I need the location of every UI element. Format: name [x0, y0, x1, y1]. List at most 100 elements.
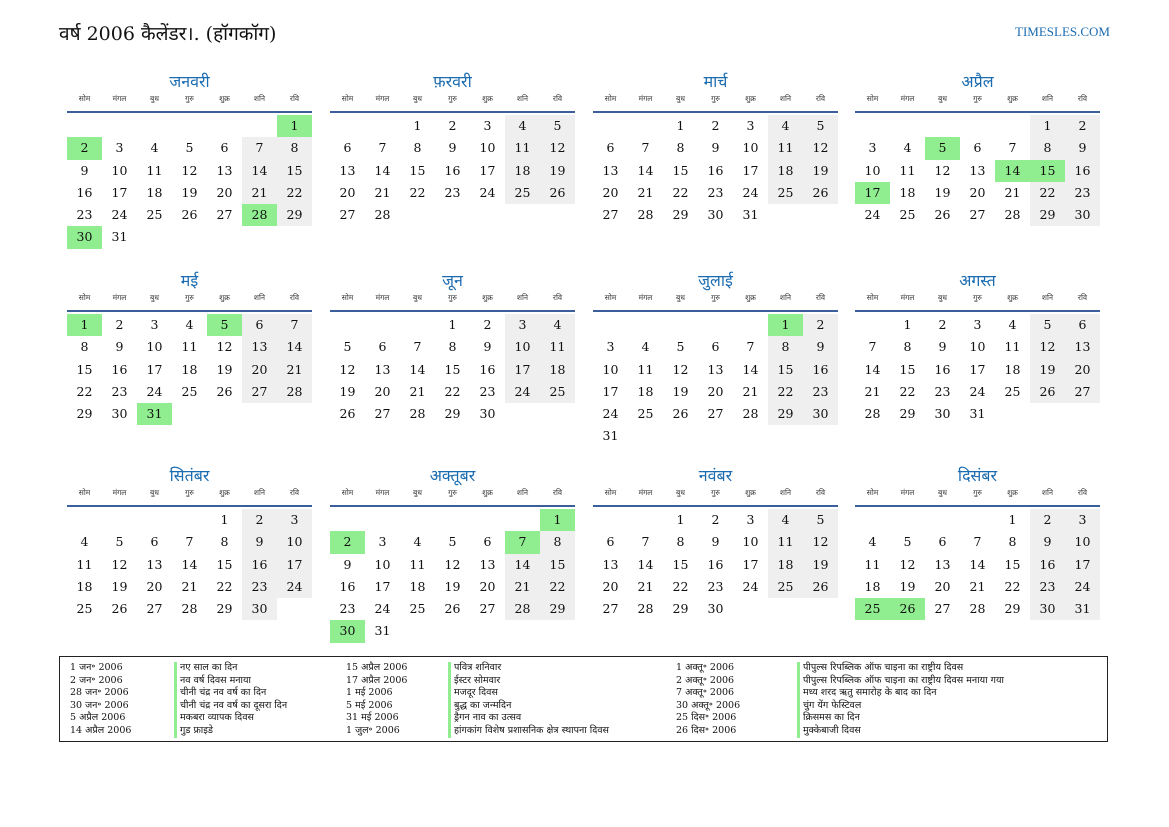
day-cell: 20	[969, 184, 986, 200]
weekday-label: रवि	[552, 94, 563, 103]
day-cell: 3	[868, 140, 877, 156]
day-cell: 23	[1065, 181, 1100, 205]
day-cell: 13	[1065, 336, 1100, 359]
legend-entry: 2 जन॰ 2006	[70, 674, 123, 686]
month-block: दिसंबर सोम मंगल बुध गुरु शुक्र शनि रवि 1 2 3 4 5 6 7 8 9…	[855, 464, 1100, 621]
weekday-label: शुक्र	[482, 94, 493, 103]
day-cell: 29	[216, 601, 233, 617]
day-cell: 29	[768, 403, 803, 426]
brand-link[interactable]: TIMESLES.COM	[1015, 24, 1110, 39]
day-cell: 26	[803, 575, 838, 599]
day-cell: 30	[111, 406, 128, 422]
week-row: 5 6 7 8 9 10 11	[330, 336, 575, 359]
day-cell: 29	[277, 204, 312, 227]
legend-entry: हांगकांग विशेष प्रशासनिक क्षेत्र स्थापना…	[454, 724, 609, 736]
day-cell: 17	[505, 358, 540, 381]
day-cell: 1	[676, 118, 685, 133]
weekday-label: सोम	[78, 488, 91, 497]
day-cell: 2	[330, 531, 365, 554]
legend-entry: 31 मई 2006	[346, 712, 399, 724]
day-cell-empty	[733, 425, 768, 447]
week-row: 26 27 28 29 30	[330, 403, 575, 425]
day-cell-empty	[435, 509, 470, 531]
day-cell-empty	[890, 509, 925, 531]
day-cell: 22	[540, 575, 575, 599]
week-row: 11 12 13 14 15 16 17	[67, 553, 312, 576]
week-row: 16 17 18 19 20 21 22	[330, 575, 575, 599]
day-cell: 19	[111, 578, 128, 594]
day-cell: 9	[711, 534, 720, 550]
day-cell: 26	[803, 181, 838, 205]
day-cell: 22	[1030, 181, 1065, 205]
weekday-header: सोम मंगल बुध गुरु शुक्र शनि रवि	[330, 94, 575, 108]
legend-entry: 2 अक्तू॰ 2006	[676, 674, 735, 686]
header-rule	[330, 505, 575, 507]
day-cell: 31	[374, 623, 391, 639]
day-cell: 30	[330, 620, 365, 643]
month-name: सितंबर	[169, 466, 210, 485]
day-cell: 13	[934, 556, 951, 572]
day-cell: 1	[1008, 512, 1017, 527]
day-cell: 12	[899, 556, 916, 572]
day-cell: 5	[540, 115, 575, 138]
day-cell: 28	[742, 406, 759, 422]
weekday-label: बुध	[938, 94, 947, 103]
day-cell: 2	[1030, 509, 1065, 532]
legend-entry: चीनी चंद्र नव वर्ष का दूसरा दिन	[180, 699, 288, 711]
day-cell: 14	[742, 361, 759, 377]
day-cell-empty	[67, 115, 102, 137]
day-cell: 14	[181, 556, 198, 572]
day-cell-empty	[435, 204, 470, 226]
header-rule	[330, 310, 575, 312]
legend-entry: 17 अप्रैल 2006	[346, 674, 408, 686]
day-cell: 25	[768, 575, 803, 599]
day-cell: 7	[242, 137, 277, 160]
day-cell: 25	[409, 601, 426, 617]
day-cell: 19	[181, 184, 198, 200]
day-cell-empty	[330, 115, 365, 137]
day-cell: 23	[707, 184, 724, 200]
day-cell: 26	[181, 207, 198, 223]
weekday-label: बुध	[413, 293, 422, 302]
day-cell-empty	[733, 598, 768, 620]
day-cell: 21	[374, 184, 391, 200]
day-cell-empty	[505, 204, 540, 226]
day-cell: 10	[602, 361, 619, 377]
day-cell: 10	[374, 556, 391, 572]
day-cell: 4	[768, 509, 803, 532]
day-cell: 19	[934, 184, 951, 200]
week-row: 1	[330, 509, 575, 532]
day-cell-empty	[1065, 403, 1100, 425]
day-cell: 10	[742, 534, 759, 550]
day-cell: 31	[969, 406, 986, 422]
day-cell-empty	[663, 314, 698, 336]
weekday-label: बुध	[676, 94, 685, 103]
holiday-legend: 1 जन॰ 2006 2 जन॰ 2006 28 जन॰ 2006 30 जन॰ 20…	[59, 656, 1108, 742]
week-row: 1	[67, 115, 312, 138]
day-cell: 23	[339, 601, 356, 617]
legend-entry: मध्य शरद ऋतु समारोह के बाद का दिन	[803, 687, 937, 699]
day-cell: 9	[343, 556, 352, 572]
day-cell: 15	[672, 556, 689, 572]
weekday-label: गुरु	[448, 94, 457, 103]
day-cell: 11	[76, 556, 93, 572]
day-cell: 24	[742, 184, 759, 200]
day-cell: 16	[707, 556, 724, 572]
legend-entry: पीपुल्स रिपब्लिक ऑफ चाइना का राष्ट्रीय द…	[803, 662, 964, 673]
weekday-label: शनि	[253, 293, 266, 302]
week-row: 17 18 19 20 21 22 23	[593, 380, 838, 404]
day-cell-empty	[628, 509, 663, 531]
day-cell-empty	[855, 115, 890, 137]
day-cell: 6	[483, 534, 492, 550]
week-row: 15 16 17 18 19 20 21	[67, 358, 312, 381]
day-cell: 18	[540, 358, 575, 381]
day-cell: 22	[672, 184, 689, 200]
legend-col1-dates: 1 जन॰ 2006 2 जन॰ 2006 28 जन॰ 2006 30 जन॰ 20…	[70, 662, 131, 738]
month-block: अगस्त सोम मंगल बुध गुरु शुक्र शनि रवि 1 2 3 4 5 6 7 8 9 1…	[855, 269, 1100, 425]
day-cell-empty	[400, 509, 435, 531]
day-cell: 13	[339, 162, 356, 178]
day-cell-empty	[995, 403, 1030, 425]
day-cell-empty	[593, 509, 628, 531]
day-cell: 3	[483, 118, 492, 133]
week-row: 6 7 8 9 10 11 12	[330, 137, 575, 160]
